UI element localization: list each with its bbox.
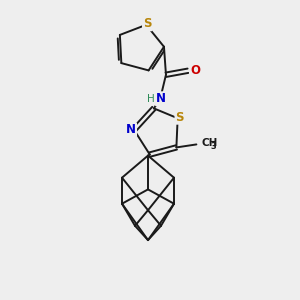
Text: H: H xyxy=(147,94,155,104)
Text: N: N xyxy=(126,123,136,136)
Text: N: N xyxy=(156,92,166,105)
Text: S: S xyxy=(176,111,184,124)
Text: S: S xyxy=(143,17,152,30)
Text: O: O xyxy=(190,64,200,77)
Text: CH: CH xyxy=(201,138,218,148)
Text: 3: 3 xyxy=(210,142,216,151)
